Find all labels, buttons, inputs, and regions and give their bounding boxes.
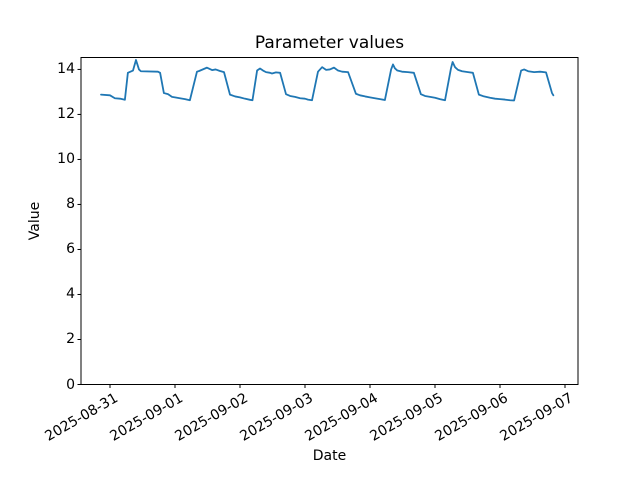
- chart-title: Parameter values: [254, 33, 405, 53]
- y-tick-label: 2: [66, 331, 75, 348]
- data-line: [100, 59, 555, 102]
- y-tick-label: 14: [57, 61, 75, 78]
- y-tick-label: 4: [66, 286, 75, 303]
- x-axis-label: Date: [312, 448, 347, 464]
- y-tick-label: 10: [57, 151, 75, 168]
- y-tick-label: 0: [66, 376, 75, 393]
- plot-border: [80, 57, 579, 385]
- y-tick-label: 6: [66, 241, 75, 258]
- y-tick-label: 12: [57, 106, 75, 123]
- y-tick-label: 8: [66, 196, 75, 213]
